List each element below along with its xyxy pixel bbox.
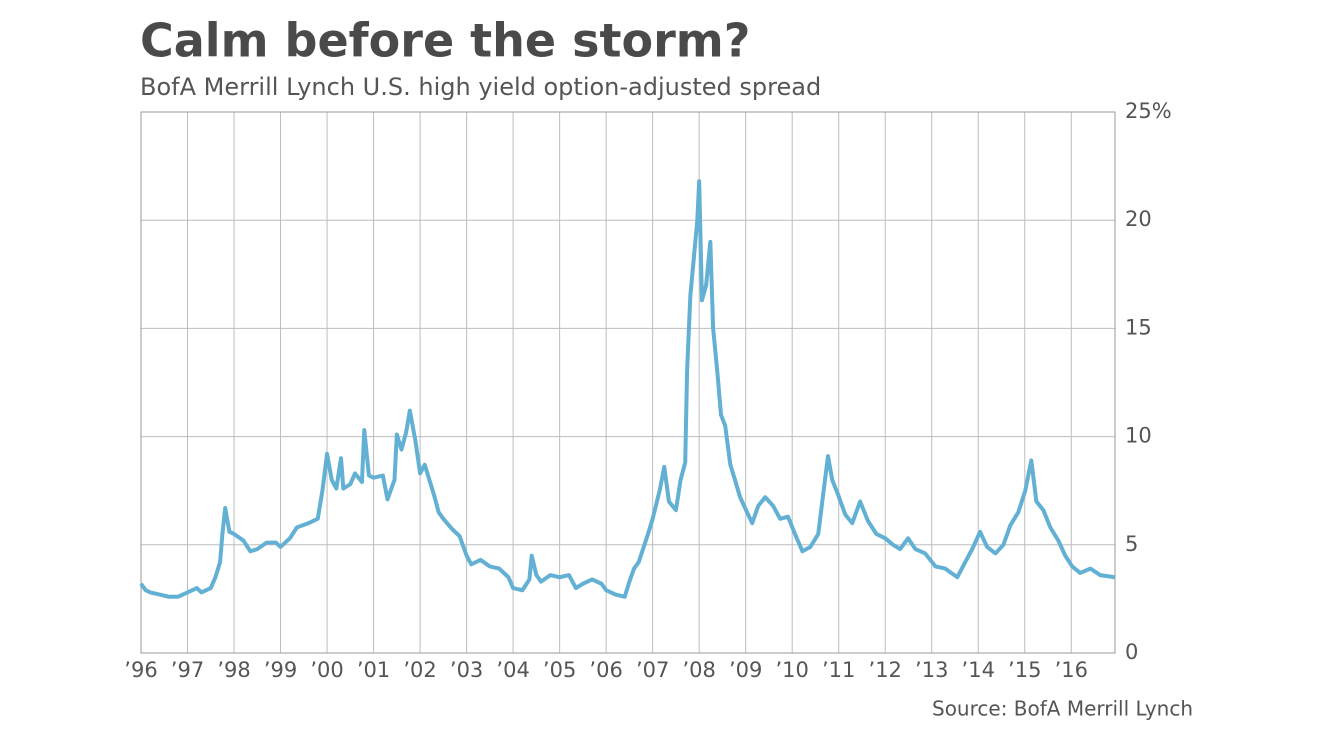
x-tick-label: ’11 bbox=[822, 658, 855, 682]
y-tick-label: 20 bbox=[1125, 207, 1152, 231]
x-tick-label: ’12 bbox=[869, 658, 902, 682]
source: Source: BofA Merrill Lynch bbox=[932, 697, 1193, 721]
plot-frame bbox=[140, 111, 1116, 654]
x-tick-label: ’15 bbox=[1008, 658, 1041, 682]
y-tick-label: 5 bbox=[1125, 532, 1138, 556]
x-tick-label: ’07 bbox=[636, 658, 669, 682]
x-tick-label: ’03 bbox=[450, 658, 483, 682]
x-tick-label: ’06 bbox=[589, 658, 622, 682]
x-tick-label: ’02 bbox=[403, 658, 436, 682]
data-line bbox=[139, 179, 1116, 599]
x-tick-label: ’96 bbox=[124, 658, 157, 682]
x-tick-label: ’00 bbox=[310, 658, 343, 682]
y-tick-label: 15 bbox=[1125, 315, 1152, 339]
chart-title: Calm before the storm? bbox=[140, 14, 750, 68]
x-tick-label: ’05 bbox=[543, 658, 576, 682]
y-tick-label: 0 bbox=[1125, 640, 1138, 664]
x-tick-label: ’98 bbox=[217, 658, 250, 682]
x-tick-label: ’01 bbox=[357, 658, 390, 682]
x-tick-label: ’99 bbox=[264, 658, 297, 682]
x-tick-label: ’10 bbox=[775, 658, 808, 682]
x-tick-label: ’97 bbox=[171, 658, 204, 682]
x-tick-label: ’16 bbox=[1055, 658, 1088, 682]
y-tick-label: 10 bbox=[1125, 424, 1152, 448]
x-tick-label: ’14 bbox=[962, 658, 995, 682]
x-tick-label: ’13 bbox=[915, 658, 948, 682]
x-tick-label: ’04 bbox=[496, 658, 529, 682]
x-tick-label: ’08 bbox=[682, 658, 715, 682]
x-tick-label: ’09 bbox=[729, 658, 762, 682]
chart-subtitle: BofA Merrill Lynch U.S. high yield optio… bbox=[140, 73, 821, 101]
y-tick-label: 25% bbox=[1125, 99, 1172, 123]
